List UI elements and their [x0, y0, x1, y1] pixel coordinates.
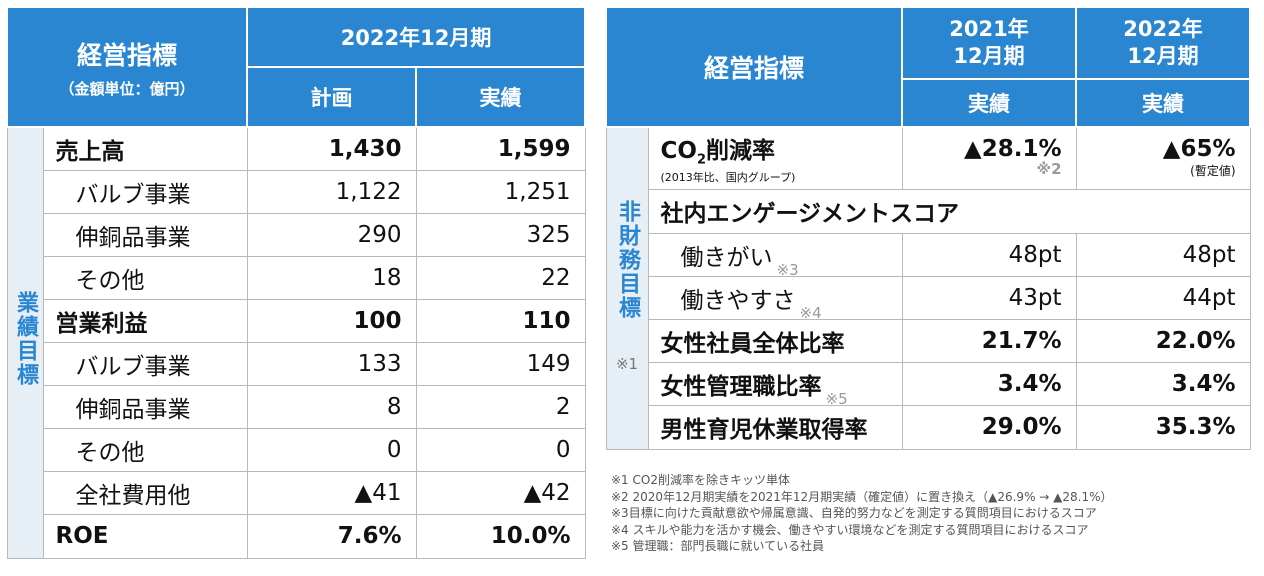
co2-2022-cell: ▲65% (暫定値)	[1075, 126, 1251, 190]
row-actual: 1,251	[415, 169, 586, 214]
co2-2022-note: (暫定値)	[1190, 164, 1236, 178]
row-label: 営業利益	[42, 298, 248, 343]
co2-2021: ▲28.1%	[964, 136, 1062, 162]
right-section-note: ※1	[615, 354, 639, 373]
engagement-row-label-cell: 働きやすさ ※4	[647, 275, 903, 322]
row-plan: 0	[246, 427, 417, 472]
row-plan: 133	[246, 341, 417, 386]
left-header-title-cell: 経営指標 （金額単位：億円）	[5, 6, 249, 128]
co2-label-sub: 2	[696, 153, 706, 169]
row-label: 女性管理職比率	[660, 373, 822, 400]
row-label: 伸銅品事業	[42, 384, 248, 429]
row-label: バルブ事業	[42, 169, 248, 214]
right-section-label: 非財務目標 ※1	[605, 126, 649, 450]
row-actual: 110	[415, 298, 586, 343]
footnotes: ※1 CO2削減率を除きキッツ単体 ※2 2020年12月期実績を2021年12…	[611, 472, 1113, 555]
row-plan: 7.6%	[246, 513, 417, 559]
footnote: ※1 CO2削減率を除きキッツ単体	[611, 473, 790, 487]
row-plan: 18	[246, 255, 417, 300]
row-plan: 290	[246, 212, 417, 257]
footnote: ※4 スキルや能力を活かす機会、働きやすい環境などを測定する質問項目におけるスコ…	[611, 522, 1089, 537]
row-2022: 44pt	[1075, 275, 1251, 320]
row-2021: 3.4%	[901, 361, 1077, 406]
engagement-title: 社内エンゲージメントスコア	[647, 188, 1251, 234]
co2-2021-cell: ▲28.1% ※2	[901, 126, 1077, 190]
row-actual: 2	[415, 384, 586, 429]
row-2022: 48pt	[1075, 232, 1251, 277]
right-header-title: 経営指標	[704, 54, 805, 83]
row-actual: 325	[415, 212, 586, 257]
row-actual: 0	[415, 427, 586, 472]
right-header-2021: 2021年 12月期	[901, 6, 1078, 80]
row-label: バルブ事業	[42, 341, 248, 386]
left-header-period: 2022年12月期	[246, 6, 587, 68]
row-label: その他	[42, 427, 248, 472]
co2-label-pre: CO	[660, 138, 697, 165]
footnote: ※3目標に向けた貢献意欲や帰属意識、自発的努力などを測定する質問項目におけるスコ…	[611, 506, 1097, 520]
co2-2021-note: ※2	[1036, 160, 1062, 178]
row-label: 働きやすさ	[680, 287, 796, 314]
engagement-row-label-cell: 働きがい ※3	[647, 232, 903, 279]
row-actual: ▲42	[415, 470, 586, 515]
row-plan: 1,122	[246, 169, 417, 214]
co2-label-note: (2013年比、国内グループ)	[660, 171, 796, 185]
row-plan: 8	[246, 384, 417, 429]
left-header-actual: 実績	[415, 66, 587, 128]
left-section-text: 業績目標	[13, 291, 38, 388]
row-mark: ※3	[776, 260, 799, 279]
row-mark: ※5	[825, 389, 848, 408]
row-actual: 22	[415, 255, 586, 300]
right-header-actual-2021: 実績	[901, 78, 1078, 128]
left-header-subtitle: （金額単位：億円）	[59, 79, 195, 98]
co2-label-post: 削減率	[705, 138, 775, 165]
row-actual: 149	[415, 341, 586, 386]
row-label: 伸銅品事業	[42, 212, 248, 257]
right-section-text: 非財務目標	[615, 199, 640, 320]
footnote: ※2 2020年12月期実績を2021年12月期実績（確定値）に置き換え（▲26…	[611, 489, 1113, 504]
footnote: ※5 管理職：部門長職に就いている社員	[611, 539, 825, 553]
left-section-label: 業績目標	[6, 126, 44, 559]
row-2021: 21.7%	[901, 318, 1077, 363]
row-actual: 10.0%	[415, 513, 586, 559]
row-plan: ▲41	[246, 470, 417, 515]
left-header-plan: 計画	[246, 66, 418, 128]
row-plan: 100	[246, 298, 417, 343]
row-actual: 1,599	[415, 126, 586, 171]
row-label: その他	[42, 255, 248, 300]
co2-2022: ▲65%	[1162, 136, 1236, 162]
row-2022: 22.0%	[1075, 318, 1251, 363]
left-header-title: 経営指標	[77, 40, 178, 70]
kpi-table-right: 経営指標 2021年 12月期 2022年 12月期 実績 実績 非財務目標 ※…	[604, 6, 1252, 450]
row-label: 働きがい	[680, 244, 773, 271]
row-mark: ※4	[799, 303, 822, 322]
right-header-2022: 2022年 12月期	[1075, 6, 1252, 80]
kpi-table-left: 経営指標 （金額単位：億円） 2022年12月期 計画 実績 業績目標 売上高 …	[5, 6, 587, 559]
row-label: 売上高	[42, 126, 248, 171]
right-header-title-cell: 経営指標	[604, 6, 904, 128]
row-2021: 29.0%	[901, 404, 1077, 450]
row-label: ROE	[42, 513, 248, 559]
row-2021: 48pt	[901, 232, 1077, 277]
row-label: 女性社員全体比率	[647, 318, 903, 363]
row-2022: 3.4%	[1075, 361, 1251, 406]
row-plan: 1,430	[246, 126, 417, 171]
row-label: 全社費用他	[42, 470, 248, 515]
row-label-cell: 女性管理職比率 ※5	[647, 361, 903, 408]
co2-label-cell: CO2削減率 (2013年比、国内グループ)	[647, 126, 903, 190]
row-2022: 35.3%	[1075, 404, 1251, 450]
row-2021: 43pt	[901, 275, 1077, 320]
right-header-actual-2022: 実績	[1075, 78, 1252, 128]
row-label: 男性育児休業取得率	[647, 404, 903, 450]
